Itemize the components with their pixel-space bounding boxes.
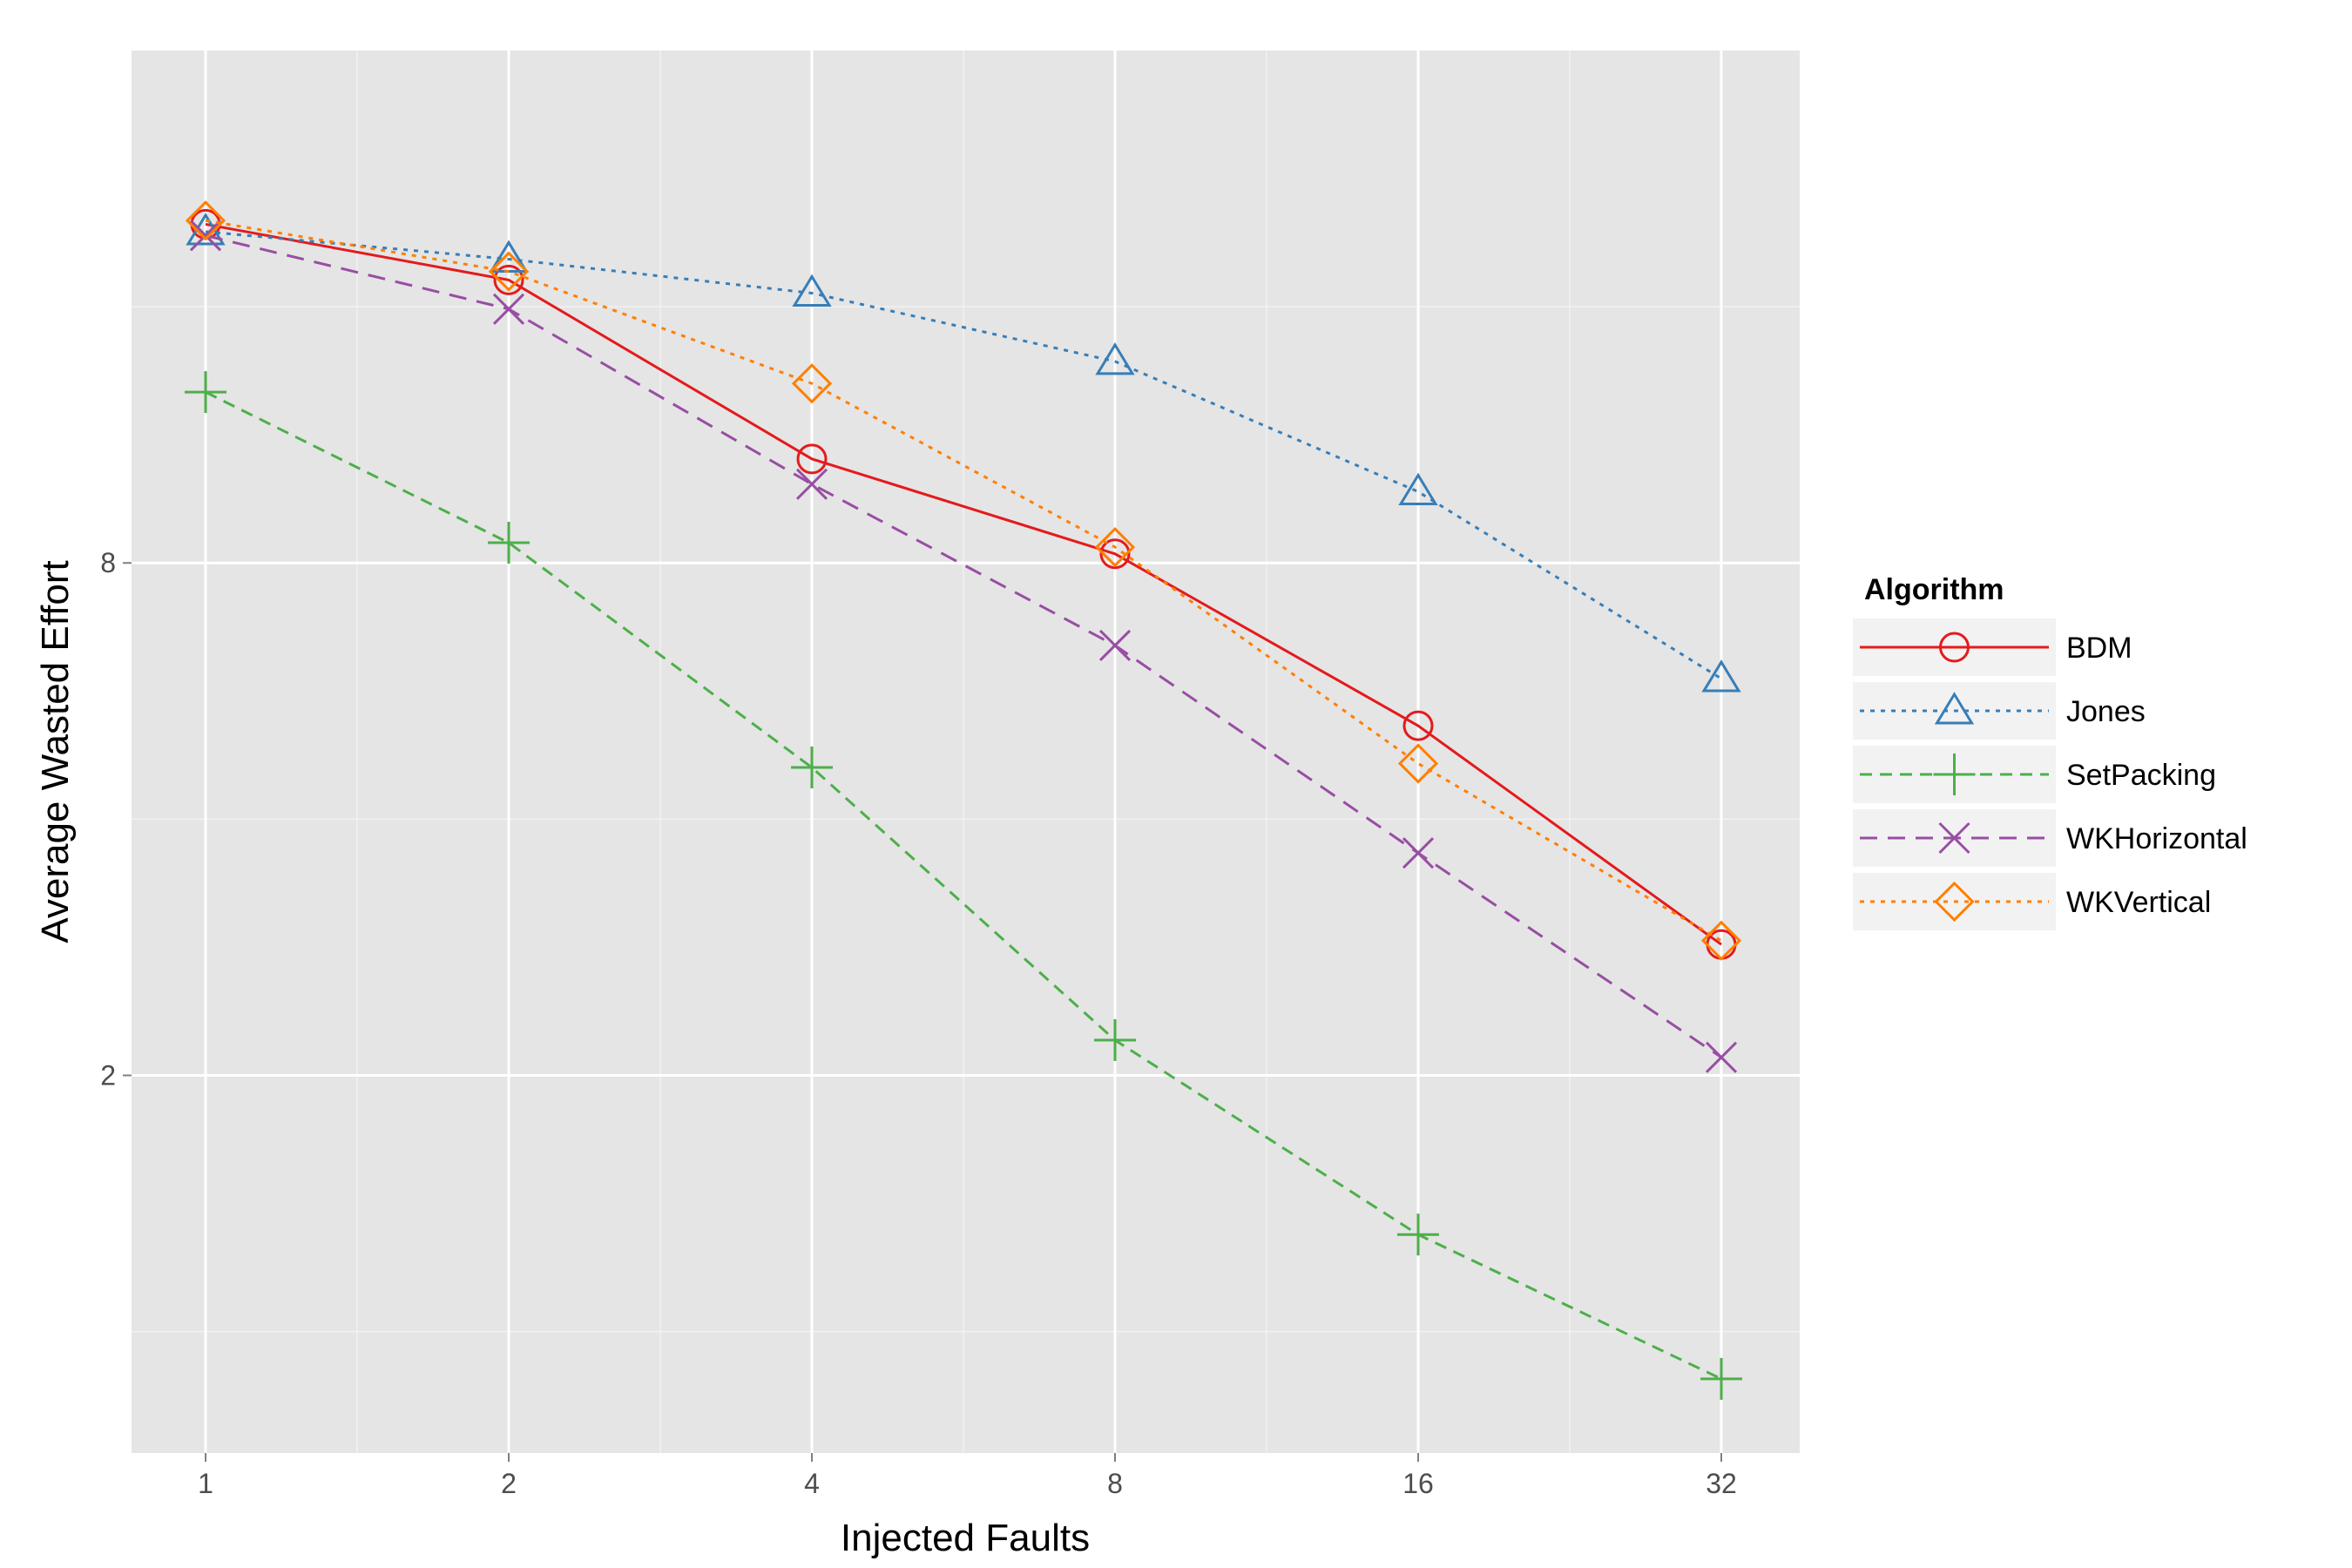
data-point-bdm: [493, 264, 524, 295]
legend-label-bdm: BDM: [2066, 632, 2132, 665]
legend-item-wkhorizontal: WKHorizontal: [1853, 809, 2247, 867]
minor-gridlines: [132, 51, 1800, 1453]
data-point-setpacking: [791, 747, 833, 789]
legend-item-jones: Jones: [1853, 682, 2146, 740]
legend-title: Algorithm: [1864, 573, 2004, 606]
series-line-wkhorizontal: [205, 233, 1722, 1059]
legend-marker-jones: [1934, 692, 1975, 725]
data-point-bdm: [796, 443, 828, 475]
legend-marker-bdm: [1939, 632, 1970, 663]
legend-label-jones: Jones: [2066, 695, 2146, 728]
series-line-jones: [205, 230, 1722, 680]
y-tick-label: 2: [100, 1059, 116, 1091]
data-point-wkhorizontal: [795, 468, 828, 500]
data-point-bdm: [1099, 538, 1131, 570]
data-point-jones: [1095, 341, 1135, 375]
series-line-bdm: [205, 222, 1722, 946]
data-point-wkhorizontal: [492, 293, 525, 325]
data-point-wkvertical: [185, 200, 226, 241]
data-point-wkvertical: [1397, 743, 1439, 784]
data-point-setpacking: [1094, 1019, 1136, 1062]
x-tick-label: 1: [198, 1468, 213, 1499]
x-tick-label: 4: [804, 1468, 820, 1499]
data-point-jones: [1398, 472, 1438, 505]
legend-label-setpacking: SetPacking: [2066, 759, 2216, 792]
data-point-setpacking: [185, 371, 226, 414]
plot-panel: [132, 51, 1800, 1453]
series-setpacking: [185, 371, 1742, 1400]
legend-item-wkvertical: WKVertical: [1853, 873, 2211, 930]
data-point-wkvertical: [488, 251, 530, 292]
data-point-bdm: [1402, 710, 1434, 741]
data-point-wkvertical: [1094, 526, 1136, 568]
legend-marker-wkvertical: [1934, 881, 1975, 923]
data-point-wkhorizontal: [189, 220, 222, 252]
legend-marker-setpacking: [1933, 754, 1976, 795]
legend-marker-wkhorizontal: [1938, 821, 1970, 855]
series-wkvertical: [185, 200, 1742, 961]
series-line-setpacking: [205, 390, 1722, 1381]
legend-label-wkhorizontal: WKHorizontal: [2066, 822, 2247, 855]
x-axis-title: Injected Faults: [841, 1517, 1090, 1559]
data-point-wkhorizontal: [1098, 629, 1132, 661]
data-point-setpacking: [488, 522, 530, 564]
legend-label-wkvertical: WKVertical: [2066, 886, 2211, 919]
data-point-jones: [792, 274, 832, 308]
legend: Algorithm BDM Jones SetPacking WKHorizontal…: [1853, 573, 2247, 930]
data-point-setpacking: [1700, 1357, 1742, 1400]
data-point-jones: [1701, 659, 1741, 693]
legend-item-setpacking: SetPacking: [1853, 746, 2216, 803]
data-point-wkvertical: [791, 363, 833, 404]
legend-item-bdm: BDM: [1853, 618, 2132, 676]
y-axis: 28: [100, 547, 132, 1091]
series-wkhorizontal: [189, 220, 1738, 1073]
data-point-wkhorizontal: [1705, 1041, 1738, 1073]
x-tick-label: 32: [1706, 1468, 1737, 1499]
series-layer: [185, 200, 1742, 1400]
x-tick-label: 8: [1107, 1468, 1123, 1499]
data-point-wkhorizontal: [1402, 837, 1435, 869]
x-tick-label: 2: [501, 1468, 517, 1499]
data-point-setpacking: [1397, 1213, 1439, 1256]
y-axis-title: Average Wasted Effort: [34, 560, 77, 943]
x-axis: 1 2 4 8 16 32: [198, 1453, 1737, 1499]
x-tick-label: 16: [1402, 1468, 1434, 1499]
data-point-wkvertical: [1700, 920, 1742, 961]
y-tick-label: 8: [100, 547, 116, 578]
